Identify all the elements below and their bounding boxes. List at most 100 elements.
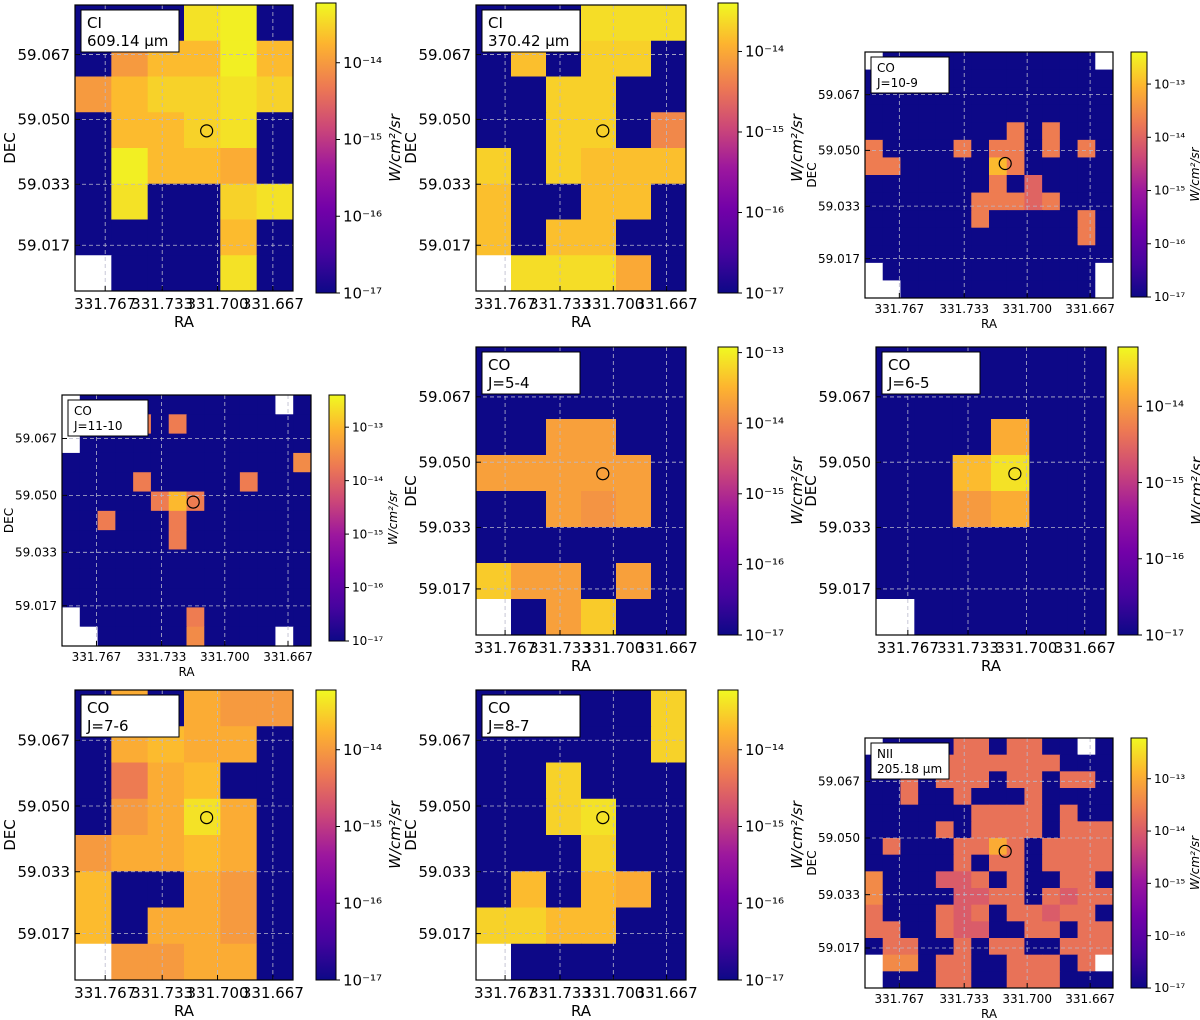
heatmap-cell xyxy=(1095,175,1114,194)
heatmap-cell xyxy=(1024,854,1043,872)
heatmap-cell xyxy=(989,888,1008,906)
heatmap-cell xyxy=(62,491,81,512)
heatmap-cell xyxy=(971,971,990,989)
heatmap-cell xyxy=(953,838,972,856)
heatmap-cell xyxy=(220,255,258,292)
y-tick-label: 59.067 xyxy=(18,46,71,64)
colorbar-label: W/cm²/sr xyxy=(1188,456,1200,525)
heatmap-cell xyxy=(1024,175,1043,194)
heatmap-cell xyxy=(935,227,955,246)
heatmap-cell xyxy=(651,183,687,220)
colorbar-tick-label: 10⁻¹⁷ xyxy=(1154,981,1185,995)
heatmap-cell xyxy=(257,510,276,531)
x-tick-label: 331.700 xyxy=(582,984,644,1002)
colorbar-tick-label: 10⁻¹⁵ xyxy=(745,485,784,503)
heatmap-cell xyxy=(1095,210,1114,229)
heatmap-cell xyxy=(257,607,276,628)
heatmap-cell xyxy=(876,491,915,528)
heatmap-cell xyxy=(882,192,901,211)
heatmap-cell xyxy=(651,383,687,420)
y-tick-label: 59.050 xyxy=(419,797,472,815)
heatmap-cell xyxy=(1024,938,1043,956)
heatmap-cell xyxy=(222,530,241,550)
x-tick-label: 331.700 xyxy=(582,639,644,657)
heatmap-cell xyxy=(989,87,1008,106)
heatmap-cell xyxy=(1024,788,1043,806)
heatmap-cell xyxy=(256,907,294,945)
heatmap-cell xyxy=(257,568,276,589)
colorbar-tick-label: 10⁻¹⁵ xyxy=(352,527,383,541)
heatmap-cell xyxy=(1059,104,1079,123)
heatmap-cell xyxy=(476,112,512,149)
heatmap-cell xyxy=(953,157,972,176)
heatmap-cell xyxy=(1077,788,1096,806)
y-tick-label: 59.033 xyxy=(15,545,57,559)
heatmap-cell xyxy=(220,690,258,727)
heatmap-cell xyxy=(651,148,687,185)
x-tick-label: 331.700 xyxy=(995,639,1057,657)
heatmap-cell xyxy=(918,888,937,906)
axes-frame xyxy=(864,737,1114,989)
heatmap-cell xyxy=(97,452,116,473)
heatmap-cell xyxy=(1059,854,1079,872)
heatmap-cell xyxy=(876,563,915,600)
heatmap-cell xyxy=(511,219,547,256)
colorbar-tick-label: 10⁻¹⁴ xyxy=(343,54,382,72)
heatmap-cell xyxy=(1042,52,1061,71)
heatmap-cell xyxy=(1095,771,1114,789)
heatmap-cell xyxy=(168,491,187,512)
heatmap-cell xyxy=(150,452,170,473)
heatmap-cell xyxy=(1059,938,1079,956)
heatmap-cell xyxy=(1059,771,1079,789)
heatmap-cell xyxy=(1095,139,1114,158)
heatmap-cell xyxy=(616,255,652,292)
heatmap-cell xyxy=(1024,921,1043,939)
heatmap-cell xyxy=(62,472,81,493)
heatmap-cell xyxy=(1059,838,1079,856)
nodata-cell xyxy=(865,262,884,281)
colorbar-tick-label: 10⁻¹⁵ xyxy=(343,131,382,149)
heatmap-cell xyxy=(476,148,512,185)
heatmap-cell xyxy=(616,491,652,528)
heatmap-cell xyxy=(651,219,687,256)
heatmap-cell xyxy=(150,568,170,589)
heatmap-cell xyxy=(1059,971,1079,989)
heatmap-cell xyxy=(1059,69,1079,88)
panel-subtitle: J=11-10 xyxy=(73,419,122,433)
heatmap-cell xyxy=(1095,871,1114,889)
heatmap-cell xyxy=(581,798,617,836)
colorbar-tick-label: 10⁻¹³ xyxy=(745,344,784,362)
heatmap-cell xyxy=(239,510,259,531)
heatmap-cell xyxy=(511,112,547,149)
y-axis-label: DEC xyxy=(2,508,16,533)
nodata-cell xyxy=(75,255,112,292)
y-tick-label: 59.017 xyxy=(419,925,472,943)
heatmap-cell xyxy=(546,112,582,149)
y-tick-label: 59.033 xyxy=(818,888,860,902)
heatmap-cell xyxy=(1006,754,1025,772)
heatmap-cell xyxy=(111,762,149,800)
heatmap-cell xyxy=(581,347,617,384)
x-axis-label: RA xyxy=(174,1002,195,1020)
heatmap-cell xyxy=(275,414,294,435)
x-tick-label: 331.700 xyxy=(1002,302,1052,316)
heatmap-cell xyxy=(989,921,1008,939)
heatmap-cell xyxy=(256,943,294,981)
heatmap-cell xyxy=(581,183,617,220)
heatmap-cell xyxy=(150,395,170,415)
heatmap-cell xyxy=(62,530,81,550)
heatmap-cell xyxy=(882,854,901,872)
heatmap-cell xyxy=(115,472,134,493)
heatmap-cell xyxy=(222,626,241,647)
colorbar-label: W/cm²/sr xyxy=(386,800,404,869)
heatmap-cell xyxy=(222,607,241,628)
heatmap-cell xyxy=(186,395,205,415)
nodata-cell xyxy=(62,626,81,647)
heatmap-cell xyxy=(293,549,312,570)
heatmap-cell xyxy=(935,821,955,839)
heatmap-cell xyxy=(882,788,901,806)
heatmap-cell xyxy=(511,943,547,981)
colorbar-tick-label: 10⁻¹⁴ xyxy=(1145,398,1184,416)
heatmap-cell xyxy=(1029,491,1069,528)
heatmap-cell xyxy=(1077,971,1096,989)
